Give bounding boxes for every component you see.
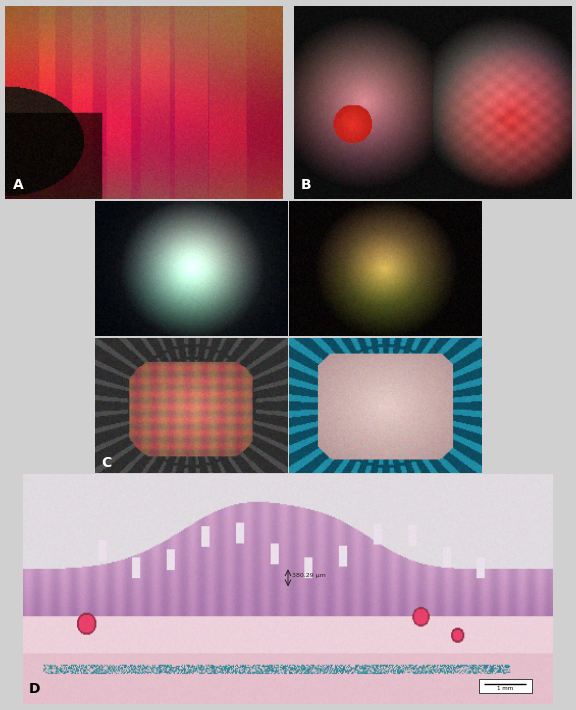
Bar	[479, 679, 532, 693]
Text: C: C	[101, 456, 111, 470]
Text: B: B	[301, 178, 311, 192]
Text: 380.29 μm: 380.29 μm	[292, 573, 326, 578]
Text: 1 mm: 1 mm	[497, 686, 513, 691]
Text: D: D	[28, 682, 40, 696]
Text: A: A	[13, 178, 24, 192]
